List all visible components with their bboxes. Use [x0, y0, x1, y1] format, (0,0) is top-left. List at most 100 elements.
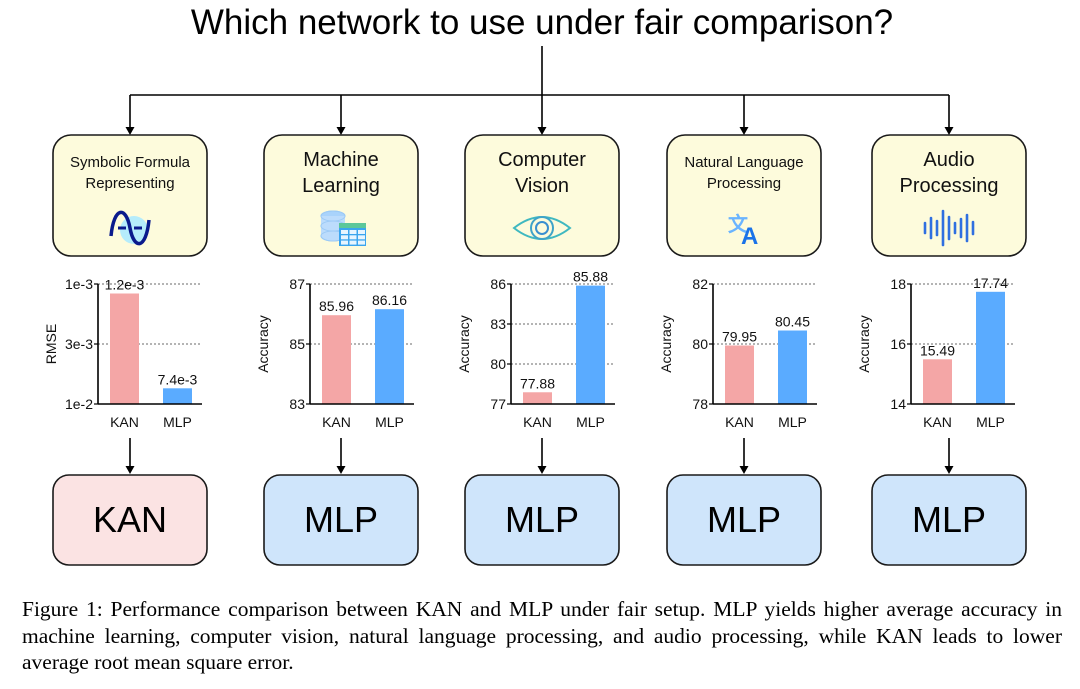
database-table-icon	[320, 210, 366, 246]
task-label: Audio	[923, 149, 974, 171]
arrow-head-icon	[944, 127, 954, 135]
figure-caption: Figure 1: Performance comparison between…	[22, 597, 1062, 674]
eye-icon	[512, 216, 572, 240]
y-axis-label: Accuracy	[658, 315, 674, 373]
data-label: 17.74	[973, 275, 1008, 291]
task-label: Machine	[303, 149, 379, 171]
data-label: 15.49	[920, 342, 955, 358]
y-tick-label: 18	[890, 276, 906, 292]
arrow-head-icon	[336, 127, 346, 135]
task-label: Symbolic Formula	[70, 154, 191, 171]
kan-bar	[923, 359, 952, 404]
task-box	[666, 134, 822, 257]
winner-box	[666, 474, 822, 566]
winner-box	[52, 474, 208, 566]
y-tick-label: 1e-3	[65, 276, 93, 292]
task-label: Computer	[498, 149, 586, 171]
task-label: Vision	[515, 175, 569, 197]
arrow-head-icon	[125, 127, 135, 135]
data-label: 7.4e-3	[158, 371, 198, 387]
winner-label: MLP	[505, 499, 579, 540]
arrow-head-icon	[739, 466, 749, 474]
y-tick-label: 87	[289, 276, 305, 292]
data-label: 85.88	[573, 269, 608, 285]
task-label: Processing	[707, 175, 781, 192]
task-box	[464, 134, 620, 257]
x-tick-label: KAN	[110, 414, 139, 430]
y-tick-label: 3e-3	[65, 336, 93, 352]
bar-chart: 14 16 18 Accuracy 15.49 KAN 17.74 MLP	[856, 275, 1015, 430]
arrow-head-icon	[336, 466, 346, 474]
y-tick-label: 83	[490, 316, 506, 332]
mlp-bar	[576, 285, 605, 404]
kan-bar	[523, 392, 552, 404]
kan-bar	[725, 345, 754, 404]
winner-box	[263, 474, 419, 566]
y-tick-label: 83	[289, 396, 305, 412]
data-label: 86.16	[372, 292, 407, 308]
svg-text:A: A	[741, 223, 758, 250]
mlp-bar	[976, 291, 1005, 404]
x-tick-label: KAN	[725, 414, 754, 430]
bar-chart: 78 80 82 Accuracy 79.95 KAN 80.45 MLP	[658, 276, 817, 430]
arrow-head-icon	[739, 127, 749, 135]
x-tick-label: KAN	[322, 414, 351, 430]
arrow-head-icon	[944, 466, 954, 474]
data-label: 1.2e-3	[105, 277, 145, 293]
task-panel: Symbolic Formula Representing 1e-2 3e-3 1e-3…	[43, 134, 208, 566]
winner-label: MLP	[304, 499, 378, 540]
task-panel: Machine Learning 83 85 87 Accuracy 85.96 KAN 86.…	[255, 134, 419, 566]
mlp-bar	[163, 388, 192, 404]
bar-chart: 83 85 87 Accuracy 85.96 KAN 86.16 MLP	[255, 276, 414, 430]
data-label: 79.95	[722, 329, 757, 345]
data-label: 85.96	[319, 298, 354, 314]
mlp-bar	[778, 330, 807, 404]
y-tick-label: 86	[490, 276, 506, 292]
y-tick-label: 16	[890, 336, 906, 352]
task-box	[871, 134, 1027, 257]
y-tick-label: 14	[890, 396, 906, 412]
arrow-head-icon	[125, 466, 135, 474]
task-label: Natural Language	[684, 154, 803, 171]
winner-label: KAN	[93, 499, 167, 540]
translate-icon: 文A	[728, 212, 758, 250]
task-panel: Natural Language Processing 文A 78 80 82 Accura…	[658, 134, 822, 566]
task-label: Learning	[302, 175, 380, 197]
arrow-head-icon	[537, 466, 547, 474]
y-axis-label: Accuracy	[456, 315, 472, 373]
winner-label: MLP	[707, 499, 781, 540]
y-axis-label: Accuracy	[856, 315, 872, 373]
x-tick-label: MLP	[976, 414, 1005, 430]
task-box	[52, 134, 208, 257]
y-axis-label: Accuracy	[255, 315, 271, 373]
task-box	[263, 134, 419, 257]
data-label: 77.88	[520, 375, 555, 391]
winner-label: MLP	[912, 499, 986, 540]
y-tick-label: 85	[289, 336, 305, 352]
task-label: Processing	[900, 175, 999, 197]
kan-bar	[322, 315, 351, 404]
svg-text:文: 文	[728, 212, 749, 236]
bar-chart: 1e-2 3e-3 1e-3 RMSE 1.2e-3 KAN 7.4e-3 MLP	[43, 276, 202, 430]
mlp-bar	[375, 309, 404, 404]
arrow-head-icon	[537, 127, 547, 135]
x-tick-label: MLP	[576, 414, 605, 430]
kan-bar	[110, 293, 139, 404]
winner-box	[464, 474, 620, 566]
y-tick-label: 82	[692, 276, 708, 292]
sine-wave-icon	[109, 210, 151, 246]
y-axis-label: RMSE	[43, 324, 59, 364]
y-tick-label: 1e-2	[65, 396, 93, 412]
x-tick-label: KAN	[523, 414, 552, 430]
task-panel: Computer Vision 77 80 83 86 Accuracy 77.88 KAN 85…	[456, 134, 620, 566]
data-label: 80.45	[775, 314, 810, 330]
bar-chart: 77 80 83 86 Accuracy 77.88 KAN 85.88 MLP	[456, 269, 615, 430]
y-tick-label: 80	[490, 356, 506, 372]
x-tick-label: MLP	[375, 414, 404, 430]
x-tick-label: MLP	[778, 414, 807, 430]
y-tick-label: 78	[692, 396, 708, 412]
task-panel: Audio Processing 14 16 18 Accuracy 15.49 KAN 17.…	[856, 134, 1027, 566]
audio-waveform-icon	[923, 209, 975, 247]
x-tick-label: KAN	[923, 414, 952, 430]
